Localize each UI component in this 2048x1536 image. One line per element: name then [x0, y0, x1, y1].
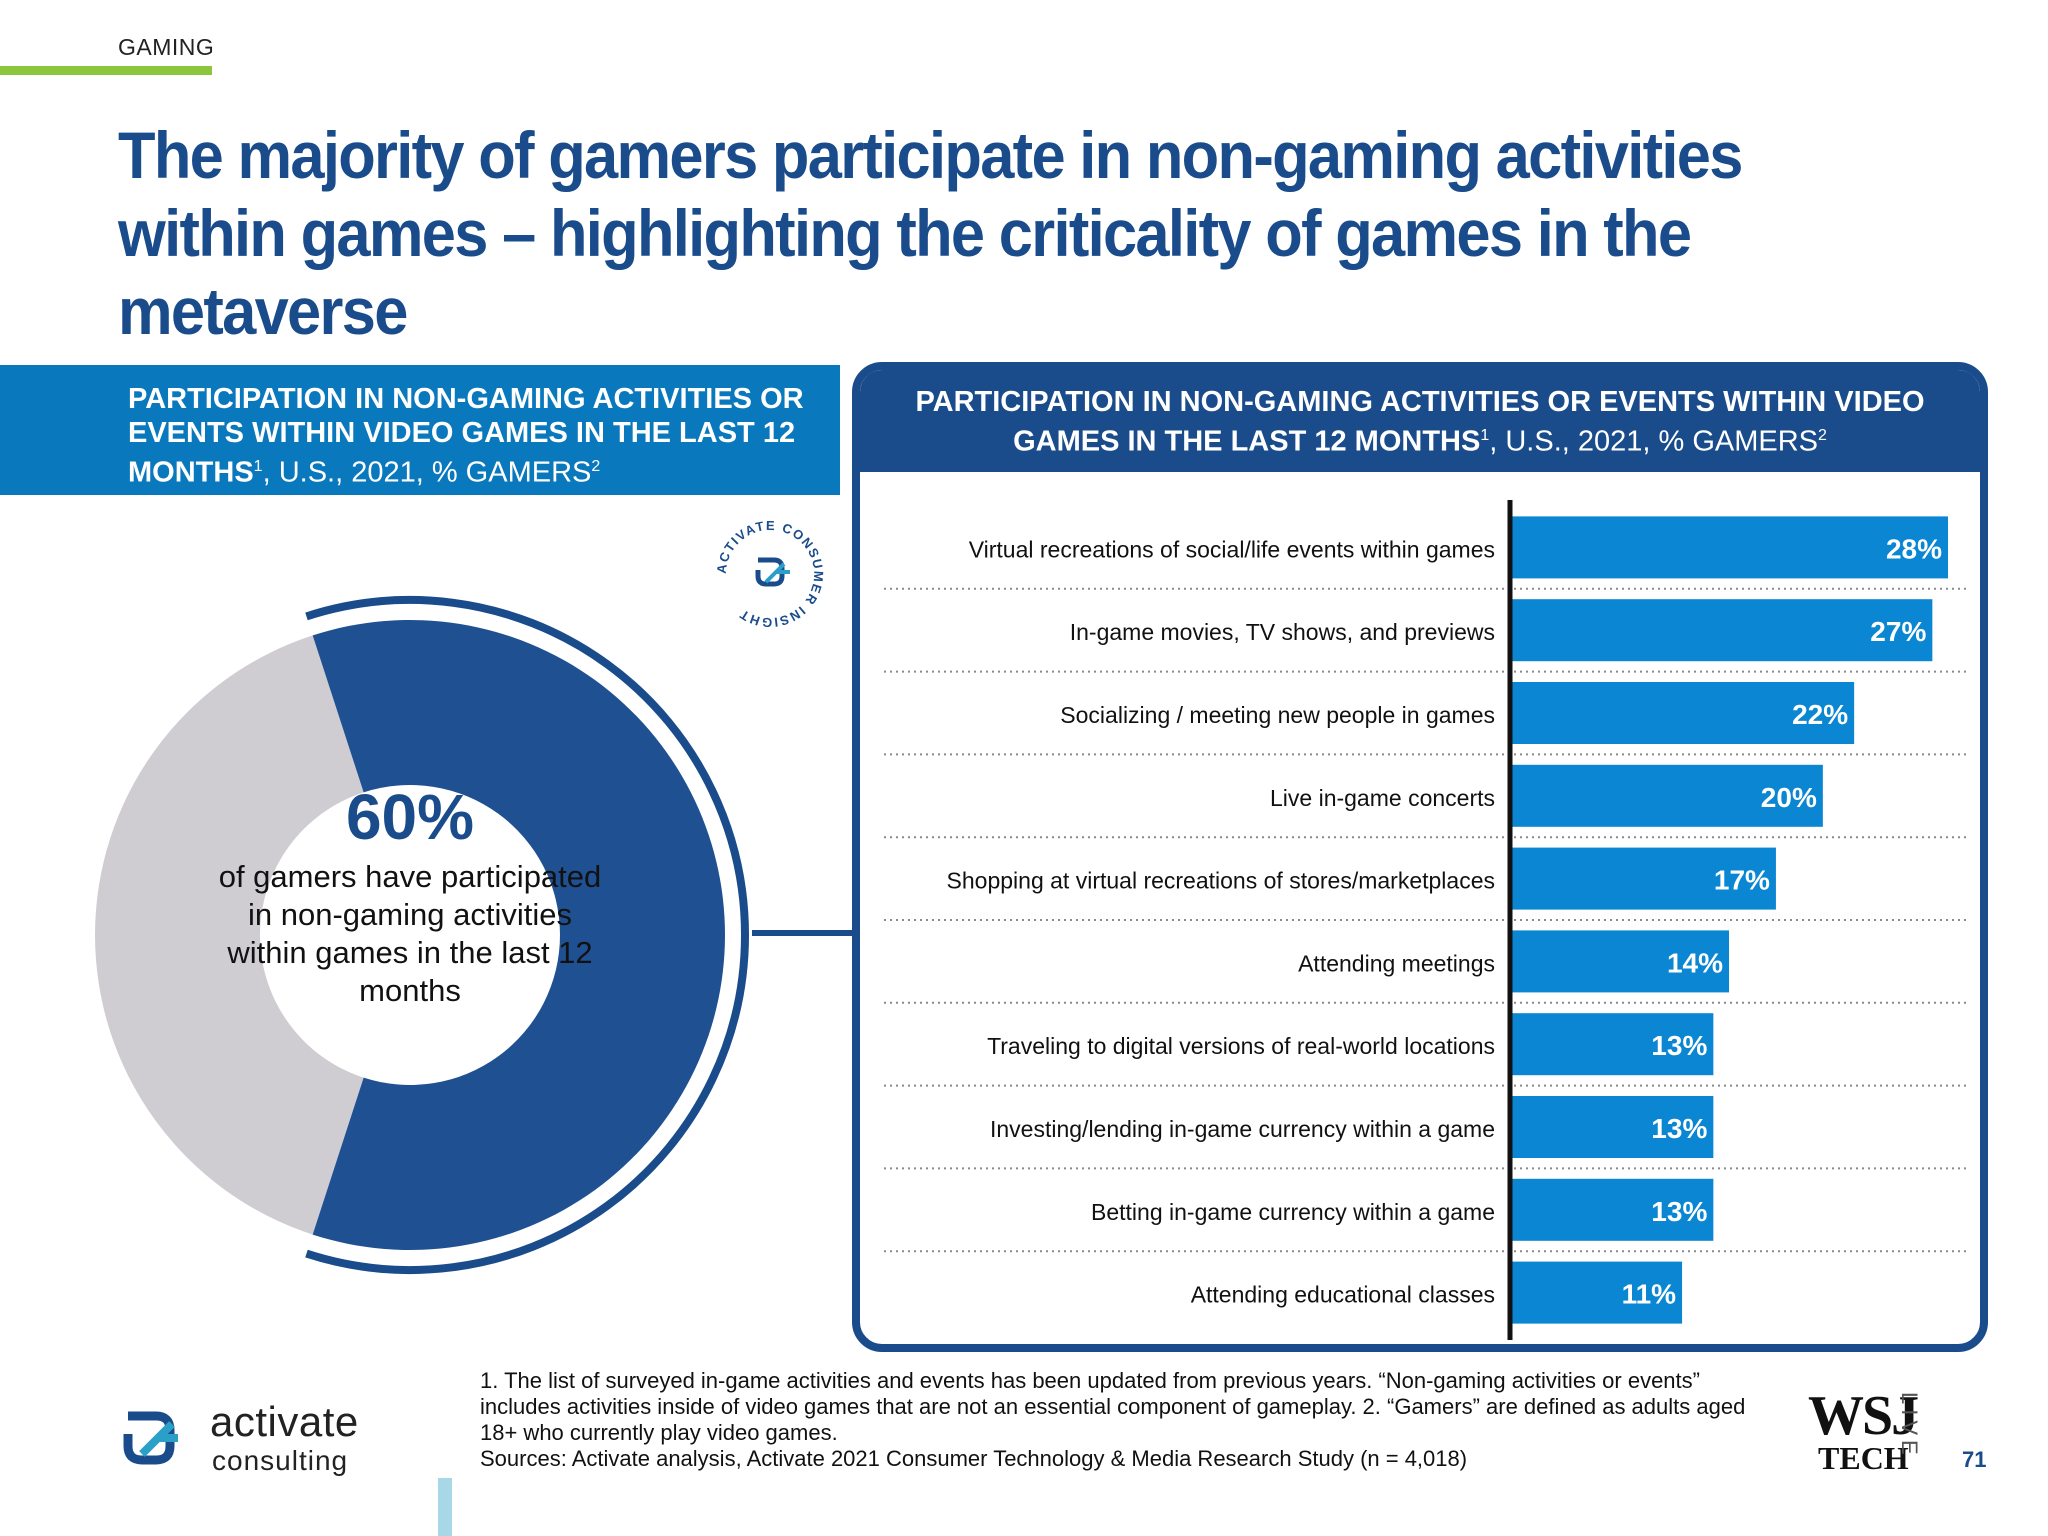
right-heading-bold: PARTICIPATION IN NON-GAMING ACTIVITIES O… — [915, 386, 1925, 458]
consumer-insight-seal-icon: ACTIVATE CONSUMER INSIGHT — [714, 518, 825, 630]
value-label-3: 22% — [1792, 699, 1848, 730]
value-label-4: 20% — [1761, 782, 1817, 813]
activate-logo-word: activate — [210, 1398, 359, 1445]
bar-2 — [1510, 599, 1933, 662]
value-label-8: 13% — [1651, 1113, 1707, 1144]
bottom-accent-bar — [438, 1478, 452, 1536]
value-label-7: 13% — [1651, 1030, 1707, 1061]
left-panel-heading: PARTICIPATION IN NON-GAMING ACTIVITIES O… — [128, 382, 828, 490]
bar-5 — [1510, 847, 1776, 910]
bar-7 — [1510, 1013, 1714, 1076]
value-label-2: 27% — [1870, 616, 1926, 647]
left-heading-bold: PARTICIPATION IN NON-GAMING ACTIVITIES O… — [128, 383, 804, 489]
bar-4 — [1510, 764, 1823, 827]
category-label-10: Attending educational classes — [1191, 1282, 1495, 1308]
bar-6 — [1510, 930, 1729, 993]
donut-chart — [95, 596, 749, 1274]
bar-9 — [1510, 1178, 1714, 1241]
value-label-6: 14% — [1667, 947, 1723, 978]
right-panel-heading: PARTICIPATION IN NON-GAMING ACTIVITIES O… — [870, 385, 1970, 459]
donut-slice-participated — [312, 620, 725, 1250]
wsj-tech-logo: TECH — [1818, 1440, 1909, 1476]
bar-chart-panel-header — [860, 370, 1980, 472]
section-tag: GAMING — [118, 34, 215, 60]
connector-line — [752, 930, 856, 936]
bar-chart: Virtual recreations of social/life event… — [884, 500, 1968, 1340]
sources-text: Sources: Activate analysis, Activate 202… — [480, 1446, 1468, 1471]
category-label-7: Traveling to digital versions of real-wo… — [987, 1033, 1495, 1059]
category-label-4: Live in-game concerts — [1270, 785, 1495, 811]
page-number: 71 — [1962, 1447, 1987, 1472]
value-label-9: 13% — [1651, 1196, 1707, 1227]
bar-8 — [1510, 1096, 1714, 1158]
activate-logo-sub: consulting — [212, 1445, 349, 1476]
bar-10 — [1510, 1261, 1683, 1324]
right-heading-rest: , U.S., 2021, % GAMERS — [1489, 425, 1819, 458]
left-heading-rest: , U.S., 2021, % GAMERS — [262, 456, 592, 489]
bar-1 — [1510, 516, 1948, 579]
value-label-1: 28% — [1886, 533, 1942, 564]
activate-logo-icon — [123, 1411, 178, 1465]
right-heading-sup2: 2 — [1818, 427, 1827, 444]
donut-outer-ring — [305, 596, 749, 1274]
section-rule — [0, 66, 212, 75]
right-heading-sup: 1 — [1480, 427, 1490, 444]
page-title: The majority of gamers participate in no… — [118, 118, 1743, 348]
category-label-2: In-game movies, TV shows, and previews — [1070, 619, 1495, 645]
value-label-5: 17% — [1714, 865, 1770, 896]
left-heading-sup2: 2 — [591, 458, 601, 475]
donut-description: of gamers have participated in non-gamin… — [218, 859, 602, 1008]
footnote-text: 1. The list of surveyed in-game activiti… — [480, 1368, 1746, 1445]
left-banner — [0, 365, 840, 495]
donut-percentage: 60% — [345, 781, 475, 853]
wsj-live-logo: LIVE — [1897, 1392, 1922, 1460]
category-label-6: Attending meetings — [1298, 950, 1495, 976]
category-label-1: Virtual recreations of social/life event… — [969, 536, 1495, 562]
category-label-9: Betting in-game currency within a game — [1091, 1199, 1495, 1225]
category-label-8: Investing/lending in-game currency withi… — [990, 1116, 1495, 1142]
bar-3 — [1510, 682, 1855, 744]
wsj-logo: WSJ — [1808, 1385, 1919, 1447]
donut-slice-not-participated — [95, 635, 364, 1235]
value-label-10: 11% — [1622, 1279, 1677, 1310]
category-label-3: Socializing / meeting new people in game… — [1060, 702, 1495, 728]
footnotes: 1. The list of surveyed in-game activiti… — [480, 1368, 1780, 1472]
category-label-5: Shopping at virtual recreations of store… — [947, 868, 1495, 894]
left-heading-sup: 1 — [253, 458, 263, 475]
